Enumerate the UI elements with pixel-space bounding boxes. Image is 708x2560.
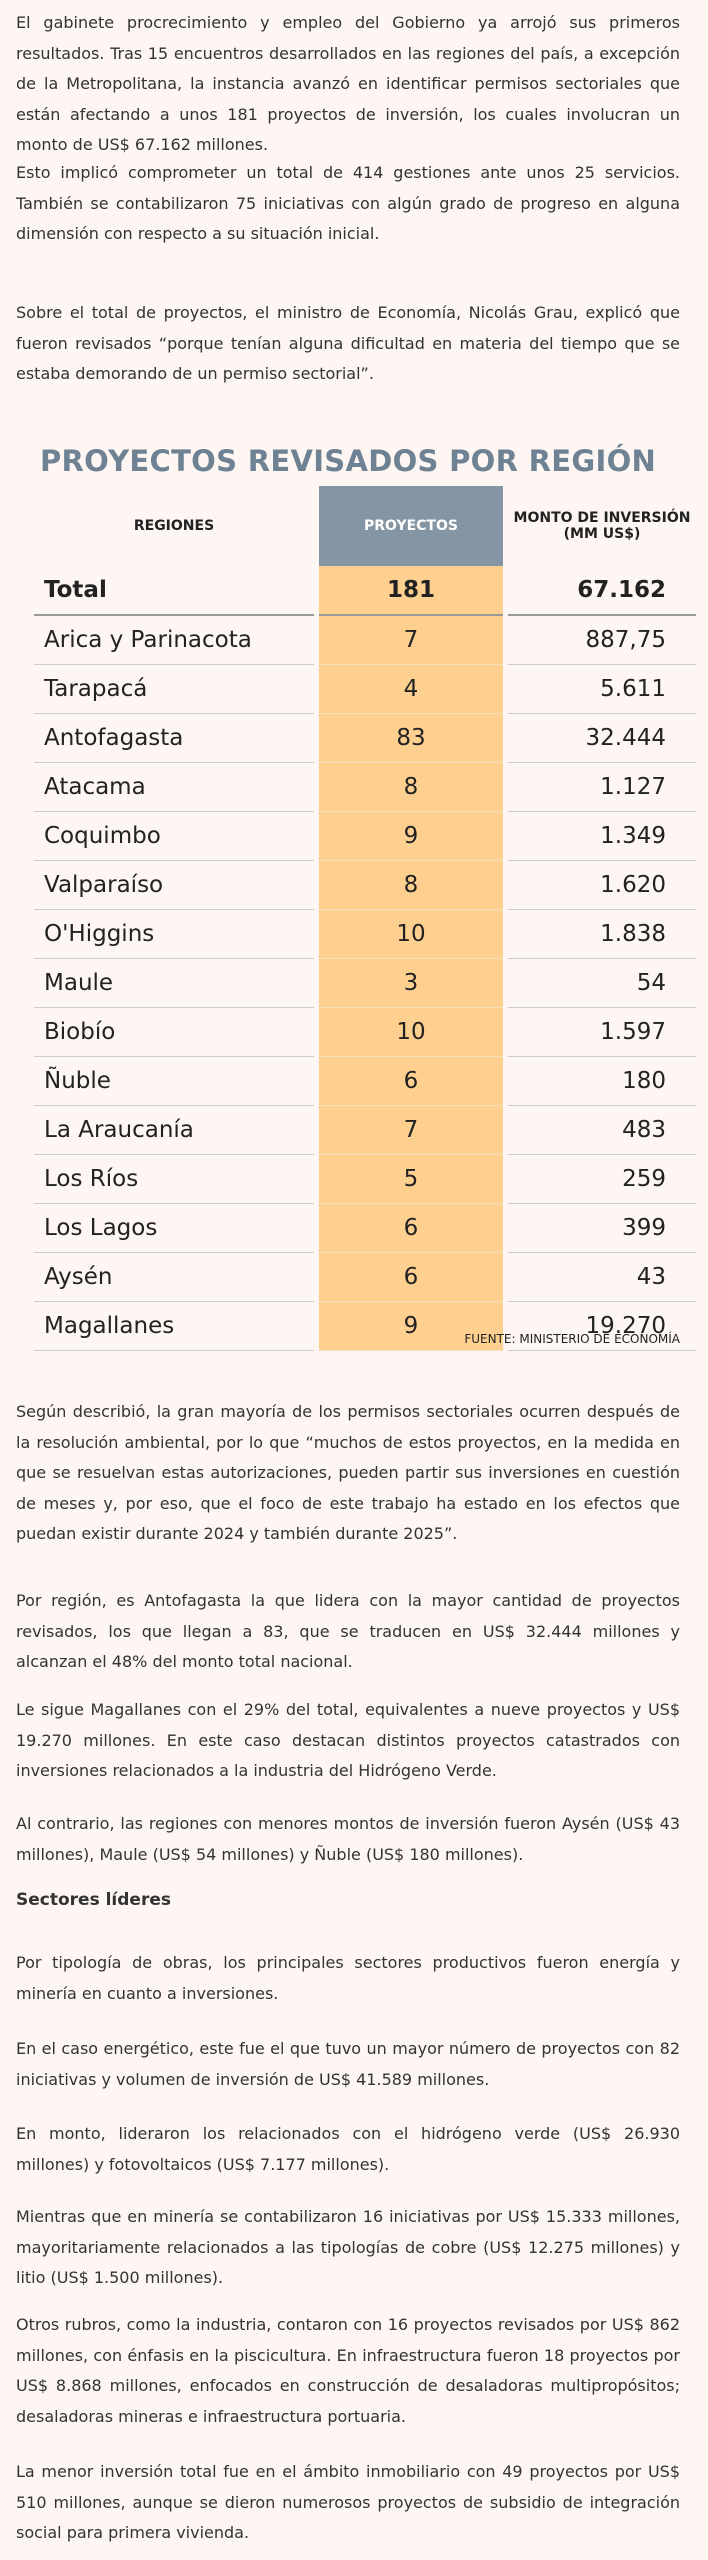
- table-row: La Araucanía 7 483: [34, 1106, 696, 1155]
- data-table: REGIONES PROYECTOS MONTO DE INVERSIÓN (M…: [29, 486, 701, 1351]
- table-row: Ñuble 6 180: [34, 1057, 696, 1106]
- table-cell: Biobío: [34, 1008, 314, 1057]
- table-row: Atacama 8 1.127: [34, 763, 696, 812]
- table-cell: 180: [508, 1057, 696, 1106]
- table-cell: Total: [34, 566, 314, 616]
- table-cell: Tarapacá: [34, 665, 314, 714]
- table-cell: Arica y Parinacota: [34, 616, 314, 665]
- table-cell: 1.620: [508, 861, 696, 910]
- table-cell: 3: [319, 959, 503, 1008]
- table-cell: Los Ríos: [34, 1155, 314, 1204]
- table-cell: 6: [319, 1057, 503, 1106]
- table-cell: 8: [319, 861, 503, 910]
- table-cell: 1.597: [508, 1008, 696, 1057]
- table-row: Biobío 10 1.597: [34, 1008, 696, 1057]
- table-cell: 43: [508, 1253, 696, 1302]
- table-cell: Magallanes: [34, 1302, 314, 1351]
- paragraph: Por tipología de obras, los principales …: [16, 1953, 680, 2003]
- table-cell: 887,75: [508, 616, 696, 665]
- table-cell: 9: [319, 812, 503, 861]
- paragraph: Otros rubros, como la industria, contaro…: [16, 2315, 680, 2426]
- paragraph: La menor inversión total fue en el ámbit…: [16, 2462, 680, 2542]
- table-row: Maule 3 54: [34, 959, 696, 1008]
- table-cell: Aysén: [34, 1253, 314, 1302]
- table-row: Aysén 6 43: [34, 1253, 696, 1302]
- table-cell: Atacama: [34, 763, 314, 812]
- table-row: O'Higgins 10 1.838: [34, 910, 696, 959]
- header-cell: MONTO DE INVERSIÓN (MM US$): [513, 510, 691, 542]
- table-cell: Ñuble: [34, 1057, 314, 1106]
- table-cell: 54: [508, 959, 696, 1008]
- table-cell: Valparaíso: [34, 861, 314, 910]
- table-row: Antofagasta 83 32.444: [34, 714, 696, 763]
- table-cell: 6: [319, 1204, 503, 1253]
- table-title: PROYECTOS REVISADOS POR REGIÓN: [40, 444, 657, 478]
- table-row: Coquimbo 9 1.349: [34, 812, 696, 861]
- table-cell: 1.838: [508, 910, 696, 959]
- paragraph: En monto, lideraron los relacionados con…: [16, 2124, 680, 2174]
- table-cell: O'Higgins: [34, 910, 314, 959]
- header-cell: REGIONES: [133, 518, 215, 534]
- paragraph: Sobre el total de proyectos, el ministro…: [16, 303, 680, 383]
- paragraph: El gabinete procrecimiento y empleo del …: [16, 13, 680, 154]
- table-cell: 83: [319, 714, 503, 763]
- header-cell: PROYECTOS: [319, 486, 503, 566]
- table-row: Los Lagos 6 399: [34, 1204, 696, 1253]
- table-cell: 67.162: [508, 566, 696, 616]
- table-cell: 399: [508, 1204, 696, 1253]
- table-cell: Maule: [34, 959, 314, 1008]
- table-cell: 10: [319, 910, 503, 959]
- table-cell: 5.611: [508, 665, 696, 714]
- table-cell: La Araucanía: [34, 1106, 314, 1155]
- table-cell: 6: [319, 1253, 503, 1302]
- table-row: Arica y Parinacota 7 887,75: [34, 616, 696, 665]
- table-cell: 4: [319, 665, 503, 714]
- table-cell: 9: [319, 1302, 503, 1351]
- table-row: Los Ríos 5 259: [34, 1155, 696, 1204]
- table-cell: 483: [508, 1106, 696, 1155]
- paragraph: Le sigue Magallanes con el 29% del total…: [16, 1700, 680, 1780]
- table-cell: 5: [319, 1155, 503, 1204]
- paragraph: Según describió, la gran mayoría de los …: [16, 1402, 680, 1543]
- paragraph: Por región, es Antofagasta la que lidera…: [16, 1591, 680, 1671]
- table-cell: 7: [319, 616, 503, 665]
- table-row: Total 181 67.162: [34, 566, 696, 616]
- table-cell: 7: [319, 1106, 503, 1155]
- table-cell: 181: [319, 566, 503, 616]
- table-row: Valparaíso 8 1.620: [34, 861, 696, 910]
- paragraph: Esto implicó comprometer un total de 414…: [16, 163, 680, 243]
- paragraph: Mientras que en minería se contabilizaro…: [16, 2207, 680, 2287]
- table-cell: Coquimbo: [34, 812, 314, 861]
- table-cell: Los Lagos: [34, 1204, 314, 1253]
- table-cell: 1.127: [508, 763, 696, 812]
- table-row: Magallanes 9 19.270: [34, 1302, 696, 1351]
- source: FUENTE: MINISTERIO DE ECONOMÍA: [464, 1332, 680, 1346]
- table-cell: 259: [508, 1155, 696, 1204]
- table-cell: 19.270: [508, 1302, 696, 1351]
- section-heading: Sectores líderes: [16, 1890, 171, 1910]
- paragraph: Al contrario, las regiones con menores m…: [16, 1814, 680, 1864]
- table-cell: Antofagasta: [34, 714, 314, 763]
- table-cell: 8: [319, 763, 503, 812]
- table-row: Tarapacá 4 5.611: [34, 665, 696, 714]
- paragraph: En el caso energético, este fue el que t…: [16, 2039, 680, 2089]
- table-cell: 32.444: [508, 714, 696, 763]
- table-cell: 1.349: [508, 812, 696, 861]
- table-cell: 10: [319, 1008, 503, 1057]
